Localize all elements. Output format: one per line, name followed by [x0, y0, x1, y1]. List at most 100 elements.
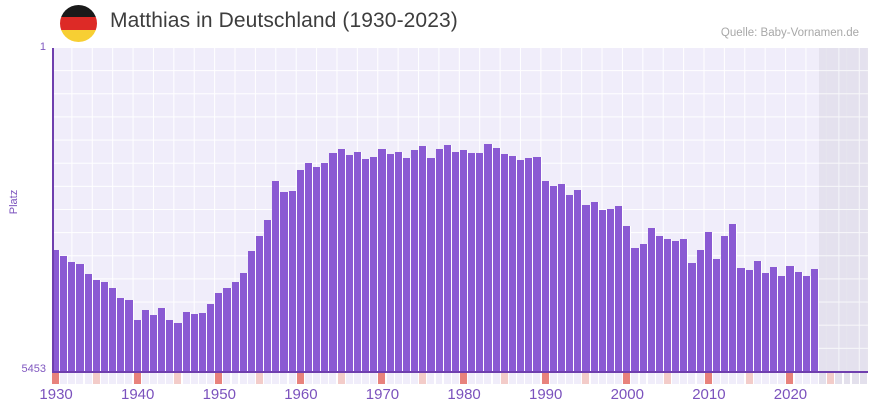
bar[interactable]: [198, 313, 208, 372]
bar[interactable]: [141, 310, 150, 372]
bar[interactable]: [639, 244, 648, 372]
bar[interactable]: [60, 256, 69, 372]
bar[interactable]: [460, 150, 469, 372]
bar[interactable]: [623, 226, 632, 372]
bar[interactable]: [582, 205, 591, 372]
bar[interactable]: [174, 323, 183, 372]
x-tick-swatch: [566, 373, 574, 384]
bar[interactable]: [353, 152, 363, 372]
bar[interactable]: [794, 272, 803, 372]
bar[interactable]: [525, 158, 534, 372]
bar[interactable]: [223, 288, 232, 372]
x-tick-swatch: [141, 373, 149, 384]
bar[interactable]: [313, 167, 322, 372]
bar[interactable]: [321, 163, 330, 372]
bar[interactable]: [500, 154, 509, 372]
bar[interactable]: [557, 184, 567, 372]
bar[interactable]: [492, 148, 501, 372]
bar[interactable]: [778, 276, 787, 372]
bar[interactable]: [810, 269, 820, 372]
bar[interactable]: [688, 263, 697, 372]
bar[interactable]: [451, 152, 460, 372]
bar[interactable]: [345, 155, 354, 372]
bar[interactable]: [598, 210, 607, 372]
bar[interactable]: [362, 159, 371, 372]
bar[interactable]: [370, 157, 379, 372]
bar[interactable]: [606, 209, 616, 372]
bar[interactable]: [419, 146, 428, 372]
bar[interactable]: [745, 270, 754, 372]
bar[interactable]: [288, 191, 297, 372]
bar[interactable]: [100, 282, 110, 372]
x-tick-swatch: [158, 373, 166, 384]
bar[interactable]: [158, 308, 167, 372]
bar[interactable]: [753, 261, 762, 372]
bar[interactable]: [664, 239, 673, 372]
bar[interactable]: [109, 288, 118, 372]
bar[interactable]: [215, 293, 224, 372]
bar[interactable]: [761, 273, 771, 372]
bar[interactable]: [549, 186, 558, 372]
bar[interactable]: [166, 320, 175, 372]
bar[interactable]: [508, 156, 518, 372]
bar[interactable]: [337, 149, 346, 372]
bar[interactable]: [117, 298, 126, 372]
bar[interactable]: [517, 160, 526, 372]
bar[interactable]: [655, 236, 664, 372]
bar[interactable]: [729, 224, 738, 372]
bar[interactable]: [484, 144, 493, 372]
bar[interactable]: [378, 149, 387, 372]
bar[interactable]: [737, 268, 746, 372]
bar[interactable]: [721, 236, 730, 372]
bar[interactable]: [468, 153, 477, 372]
bar[interactable]: [541, 181, 550, 372]
bar[interactable]: [296, 170, 305, 372]
x-tick-swatch: [598, 373, 606, 384]
bar[interactable]: [647, 228, 656, 372]
bar[interactable]: [590, 202, 599, 372]
bar[interactable]: [696, 250, 705, 372]
x-axis-label: 1940: [120, 386, 155, 403]
bar[interactable]: [386, 154, 395, 372]
bar[interactable]: [68, 262, 77, 372]
bar[interactable]: [231, 282, 240, 372]
bar[interactable]: [574, 190, 583, 372]
bar[interactable]: [786, 266, 795, 372]
bar[interactable]: [411, 150, 420, 372]
x-tick-swatch: [859, 373, 867, 384]
bar[interactable]: [443, 145, 452, 372]
bar[interactable]: [566, 195, 575, 372]
bar[interactable]: [272, 181, 281, 372]
bar[interactable]: [239, 273, 248, 372]
bar[interactable]: [52, 250, 61, 372]
bar[interactable]: [149, 315, 159, 372]
bar[interactable]: [704, 232, 713, 372]
bar[interactable]: [329, 153, 338, 372]
bar[interactable]: [256, 236, 265, 372]
bar[interactable]: [280, 192, 289, 372]
bar[interactable]: [264, 220, 273, 372]
bar[interactable]: [680, 239, 689, 372]
bar[interactable]: [615, 206, 624, 372]
bar[interactable]: [84, 274, 93, 372]
bar[interactable]: [533, 157, 542, 372]
bar[interactable]: [394, 152, 403, 372]
bar[interactable]: [92, 280, 101, 372]
bar[interactable]: [182, 312, 191, 372]
bar[interactable]: [402, 158, 412, 372]
bar[interactable]: [712, 259, 722, 372]
bar[interactable]: [427, 158, 436, 372]
bar[interactable]: [125, 300, 134, 372]
bar[interactable]: [802, 276, 811, 372]
bar[interactable]: [190, 314, 199, 372]
bar[interactable]: [304, 163, 314, 372]
bar[interactable]: [770, 267, 779, 372]
bar[interactable]: [476, 153, 485, 372]
bar[interactable]: [133, 320, 142, 372]
bar[interactable]: [207, 304, 216, 372]
bar[interactable]: [672, 241, 681, 372]
bar[interactable]: [631, 248, 640, 372]
bar[interactable]: [435, 149, 444, 372]
bar[interactable]: [76, 264, 85, 372]
bar[interactable]: [247, 251, 256, 372]
